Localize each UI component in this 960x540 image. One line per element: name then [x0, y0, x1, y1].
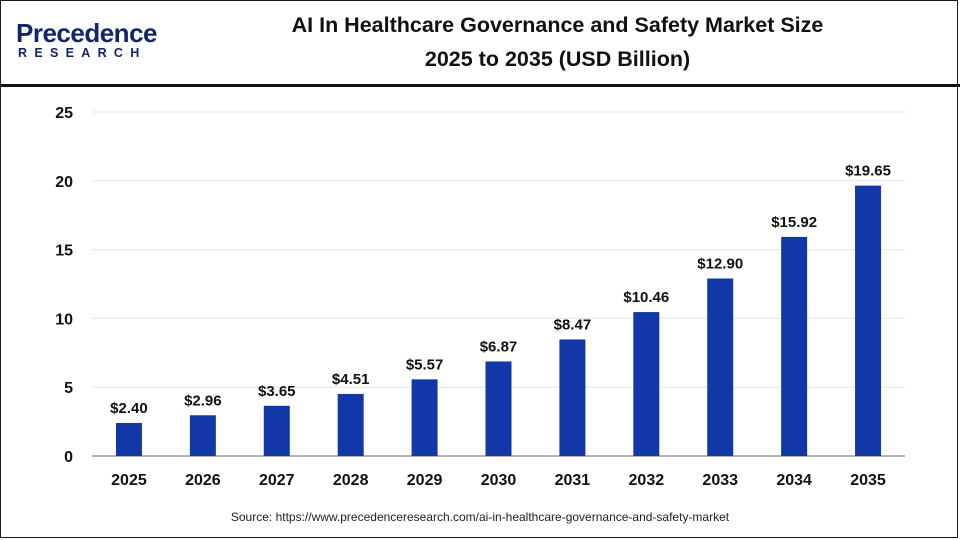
data-label: $10.46	[623, 289, 669, 306]
header: Precedence RESEARCH AI In Healthcare Gov…	[0, 0, 960, 82]
source-note: Source: https://www.precedenceresearch.c…	[230, 510, 730, 524]
data-label: $6.87	[480, 338, 518, 355]
data-label: $19.65	[845, 163, 891, 180]
x-tick-label: 2031	[555, 472, 591, 489]
chart-title-line-1: AI In Healthcare Governance and Safety M…	[291, 13, 824, 37]
bar	[485, 361, 512, 456]
bar	[263, 405, 290, 456]
data-label: $5.57	[406, 356, 444, 373]
data-label: $2.40	[110, 400, 148, 417]
bar	[337, 393, 364, 456]
x-tick-label: 2035	[850, 472, 886, 489]
data-label: $2.96	[184, 392, 222, 409]
brand-logo: Precedence RESEARCH	[16, 18, 176, 64]
y-tick-label: 0	[64, 449, 73, 466]
data-label: $3.65	[258, 383, 296, 400]
bar	[115, 422, 142, 456]
x-tick-label: 2026	[185, 472, 221, 489]
data-label: $8.47	[554, 316, 592, 333]
logo-subtitle: RESEARCH	[18, 46, 147, 60]
x-tick-label: 2027	[259, 472, 295, 489]
x-tick-label: 2029	[407, 472, 443, 489]
y-tick-label: 15	[55, 243, 73, 260]
x-tick-label: 2025	[111, 472, 147, 489]
bar	[559, 339, 586, 456]
bar	[707, 278, 734, 456]
bar	[855, 185, 882, 456]
y-tick-label: 10	[55, 311, 73, 328]
bar	[633, 312, 660, 456]
header-divider	[0, 84, 960, 87]
x-tick-label: 2030	[481, 472, 517, 489]
y-tick-label: 20	[55, 174, 73, 191]
chart-title-line-2: 2025 to 2035 (USD Billion)	[424, 47, 691, 71]
x-tick-label: 2034	[776, 472, 812, 489]
x-tick-label: 2032	[629, 472, 665, 489]
data-label: $15.92	[771, 214, 817, 231]
logo-wordmark: Precedence	[16, 18, 157, 48]
bar	[781, 236, 808, 456]
chart-title: AI In Healthcare Governance and Safety M…	[195, 8, 920, 76]
x-tick-label: 2033	[702, 472, 738, 489]
data-label: $12.90	[697, 255, 743, 272]
y-tick-label: 5	[64, 380, 73, 397]
bar	[411, 379, 438, 456]
bar	[189, 415, 216, 456]
data-label: $4.51	[332, 371, 370, 388]
x-tick-label: 2028	[333, 472, 369, 489]
y-tick-label: 25	[55, 105, 73, 122]
